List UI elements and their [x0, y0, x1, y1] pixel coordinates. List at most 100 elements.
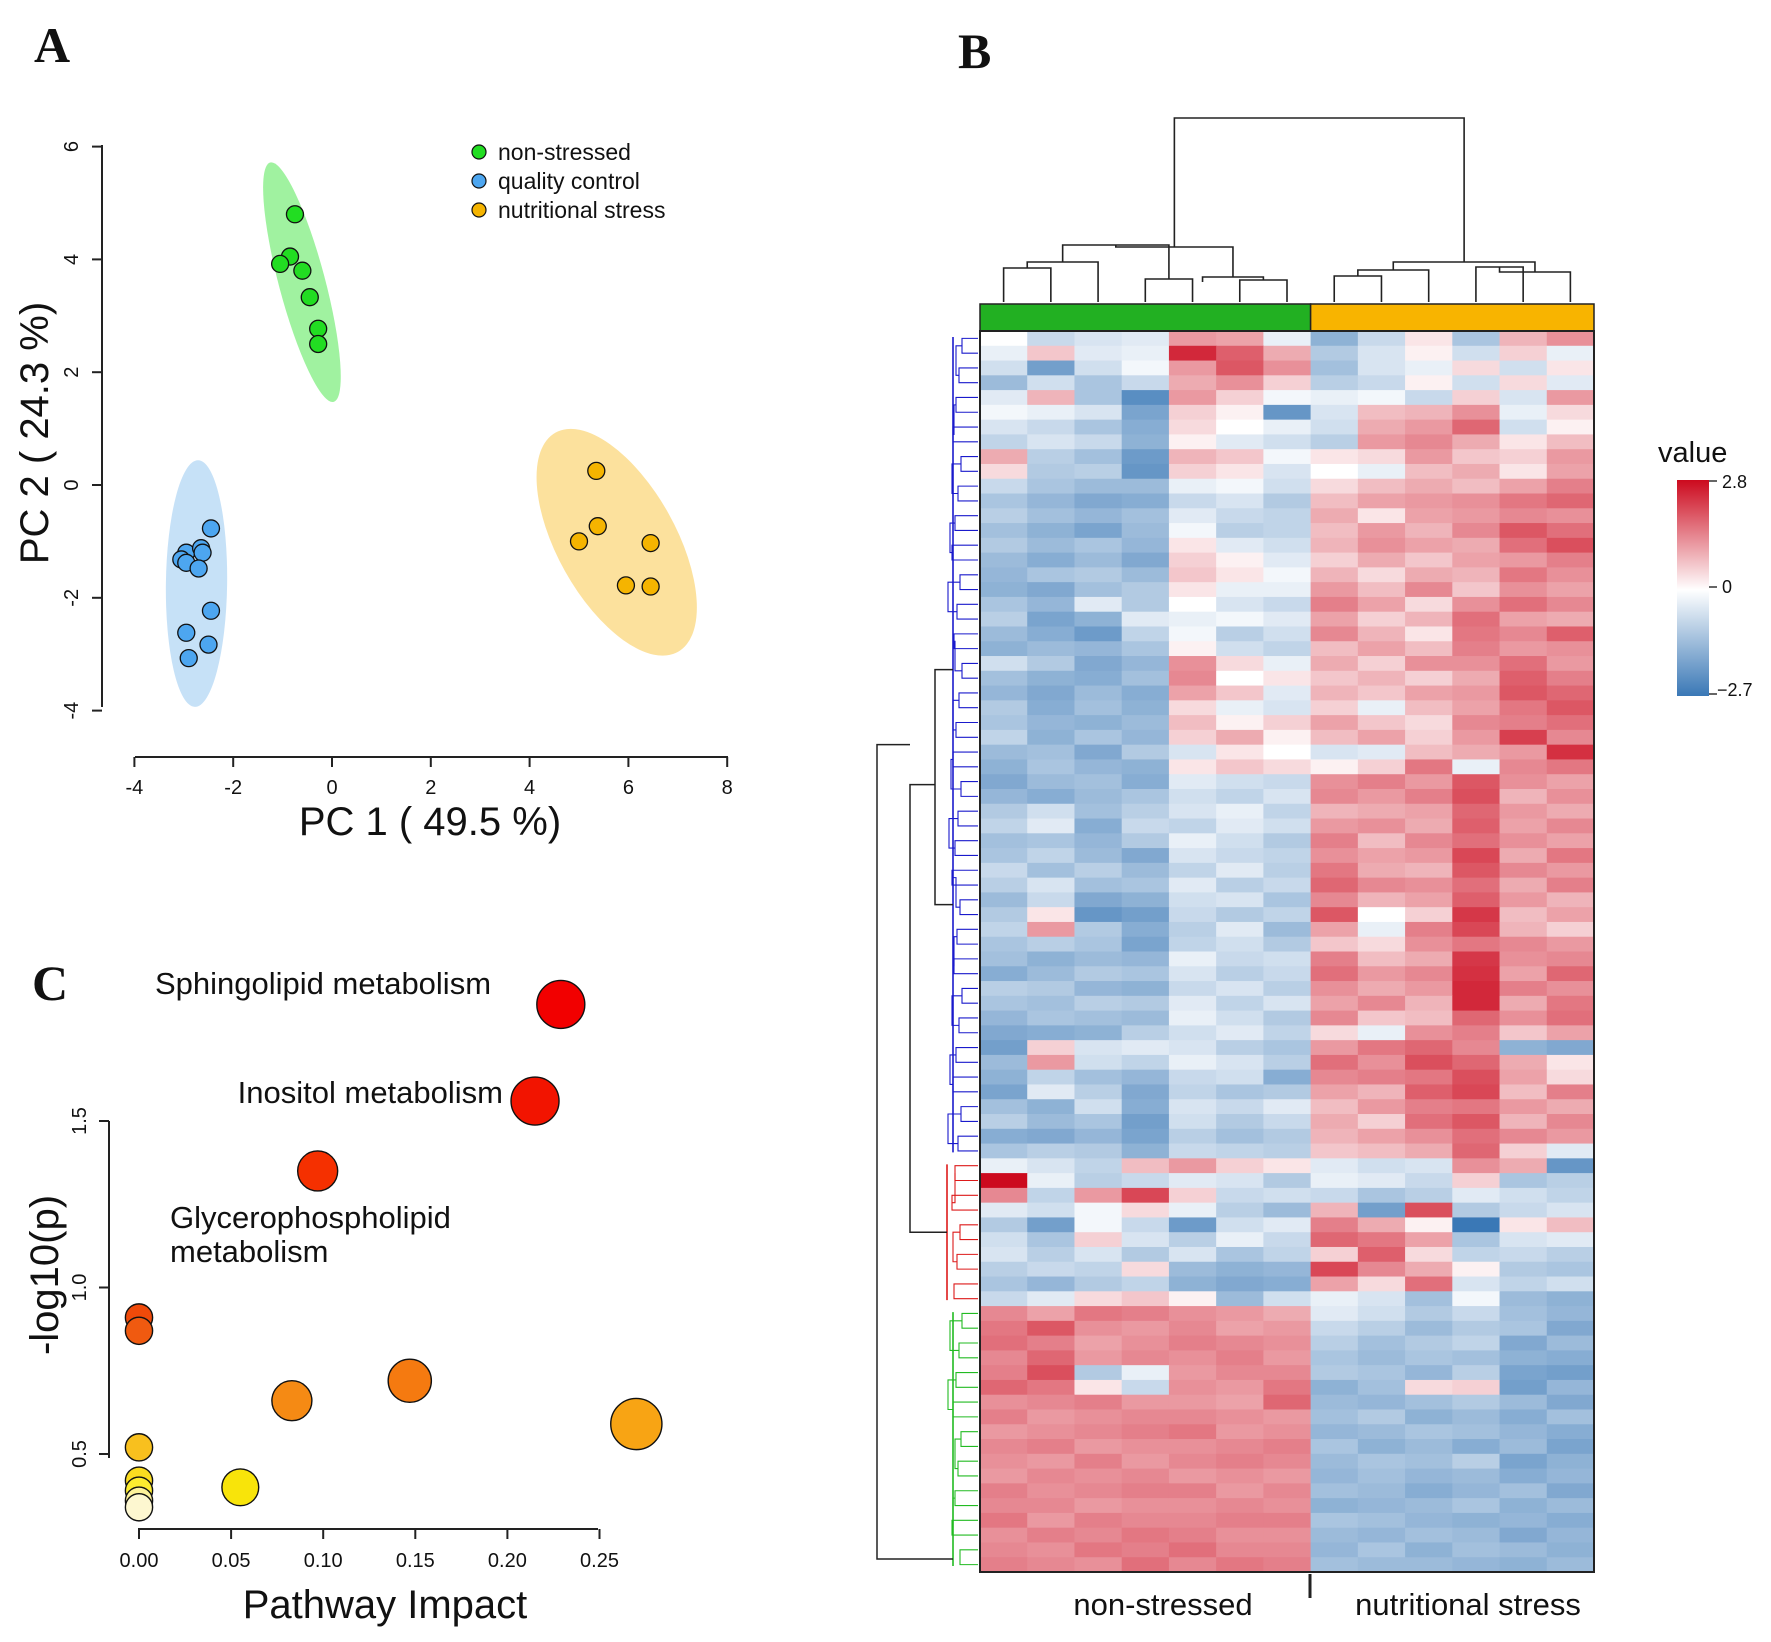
- heatmap-cell: [1405, 1276, 1453, 1292]
- heatmap-cell: [1216, 1409, 1264, 1425]
- heatmap-cell: [1121, 523, 1170, 539]
- heatmap-cell: [1452, 818, 1501, 834]
- heatmap-cell: [1216, 1439, 1264, 1455]
- heatmap-cell: [1216, 936, 1264, 953]
- heatmap-cell: [1499, 715, 1548, 731]
- pathway-impact-plot: 0.5 1.0 1.5 0.00 0.05 0.10 0.15 0.20 0.25 Sphin…: [23, 966, 663, 1627]
- heatmap-cell: [1357, 774, 1406, 790]
- heatmap-cell: [1027, 582, 1076, 598]
- heatmap-cell: [1310, 818, 1359, 834]
- heatmap-cell: [1310, 1306, 1359, 1322]
- heatmap-cell: [1452, 1439, 1501, 1455]
- heatmap-cell: [1263, 1010, 1312, 1026]
- heatmap-cell: [1546, 1424, 1595, 1440]
- heatmap-cell: [1310, 419, 1359, 436]
- heatmap-cell: [1452, 700, 1501, 716]
- heatmap-cell: [1310, 1394, 1359, 1411]
- heatmap-cell: [1405, 670, 1453, 687]
- heatmap-cell: [980, 1557, 1028, 1573]
- heatmap-cell: [1027, 907, 1076, 923]
- x-tick-label: 0.20: [488, 1550, 527, 1572]
- heatmap-cell: [1263, 1468, 1312, 1484]
- heatmap-cell: [980, 744, 1028, 761]
- heatmap-cell: [1310, 774, 1359, 790]
- heatmap-cell: [1027, 1453, 1076, 1470]
- heatmap-cell: [1499, 877, 1548, 894]
- heatmap-cell: [1168, 759, 1217, 775]
- row-dendro-leaf: [959, 1549, 978, 1566]
- heatmap-cell: [980, 877, 1028, 894]
- heatmap-cell: [980, 1379, 1028, 1396]
- heatmap-cell: [1357, 1291, 1406, 1307]
- point-non-stressed: [293, 261, 312, 280]
- heatmap-cell: [1499, 907, 1548, 923]
- heatmap-cell: [1168, 951, 1217, 967]
- heatmap-cell: [1357, 345, 1406, 362]
- heatmap-cell: [1216, 523, 1264, 539]
- heatmap-cell: [1405, 1232, 1453, 1248]
- heatmap-cell: [1357, 1394, 1406, 1411]
- heatmap-cell: [980, 966, 1028, 982]
- heatmap-cell: [1074, 848, 1123, 864]
- heatmap-cell: [1216, 1084, 1264, 1100]
- heatmap-cell: [1452, 1128, 1501, 1145]
- heatmap-cell: [1405, 936, 1453, 953]
- heatmap-cell: [1121, 641, 1170, 657]
- heatmap-cell: [1168, 1128, 1217, 1145]
- heatmap-cell: [1216, 1040, 1264, 1056]
- pathway-label-inositol-metabolism: Inositol metabolism: [238, 1075, 503, 1110]
- heatmap-cell: [1546, 877, 1595, 894]
- heatmap-cell: [1216, 419, 1264, 436]
- heatmap-cell: [1546, 685, 1595, 701]
- heatmap-cell: [1310, 345, 1359, 362]
- heatmap-cell: [1263, 1365, 1312, 1381]
- heatmap-cell: [1216, 1498, 1264, 1514]
- heatmap-cell: [1168, 1010, 1217, 1026]
- heatmap-cell: [980, 1143, 1028, 1159]
- heatmap-cell: [1310, 552, 1359, 568]
- x-axis-label: PC 1 ( 49.5 %): [299, 800, 561, 844]
- heatmap-cell: [1310, 862, 1359, 879]
- heatmap-cell: [1310, 567, 1359, 583]
- heatmap-cell: [1499, 1128, 1548, 1145]
- row-dendro-branch: [947, 581, 960, 613]
- heatmap-cell: [1357, 1040, 1406, 1056]
- heatmap-cell: [1452, 1306, 1501, 1322]
- heatmap-cell: [1074, 1054, 1123, 1071]
- heatmap-cell: [1263, 1054, 1312, 1071]
- heatmap-cell: [1121, 1261, 1170, 1278]
- heatmap-cell: [1121, 774, 1170, 790]
- heatmap-cell: [1168, 1217, 1217, 1233]
- color-key-mid-label: 0: [1722, 577, 1732, 597]
- heatmap-cell: [1121, 1379, 1170, 1396]
- heatmap-cell: [980, 1232, 1028, 1248]
- heatmap-cell: [980, 1365, 1028, 1381]
- heatmap-cell: [1121, 1276, 1170, 1292]
- heatmap-cell: [1121, 463, 1170, 480]
- heatmap-cell: [1121, 670, 1170, 687]
- heatmap-cell: [1546, 567, 1595, 583]
- heatmap-cell: [1216, 449, 1264, 465]
- heatmap-cell: [1499, 1350, 1548, 1366]
- heatmap-cell: [1216, 390, 1264, 406]
- heatmap-cell: [1499, 848, 1548, 864]
- heatmap-cell: [980, 685, 1028, 701]
- heatmap-cell: [1357, 449, 1406, 465]
- heatmap-cell: [1310, 1173, 1359, 1189]
- row-dendro-leaf: [951, 1519, 978, 1536]
- heatmap-cell: [1499, 1246, 1548, 1263]
- heatmap-cell: [1546, 345, 1595, 362]
- heatmap-cell: [1310, 981, 1359, 997]
- heatmap-cell: [980, 1114, 1028, 1130]
- heatmap-cell: [1546, 1483, 1595, 1499]
- heatmap-cell: [1168, 1394, 1217, 1411]
- heatmap-cell: [980, 1158, 1028, 1174]
- heatmap-cell: [1546, 463, 1595, 480]
- heatmap-cell: [1310, 1409, 1359, 1425]
- heatmap-cell: [1452, 641, 1501, 657]
- heatmap-cell: [1121, 478, 1170, 495]
- heatmap-cell: [1546, 1409, 1595, 1425]
- heatmap-cell: [1074, 1527, 1123, 1544]
- heatmap-cell: [1405, 390, 1453, 406]
- heatmap-cell: [1310, 1187, 1359, 1204]
